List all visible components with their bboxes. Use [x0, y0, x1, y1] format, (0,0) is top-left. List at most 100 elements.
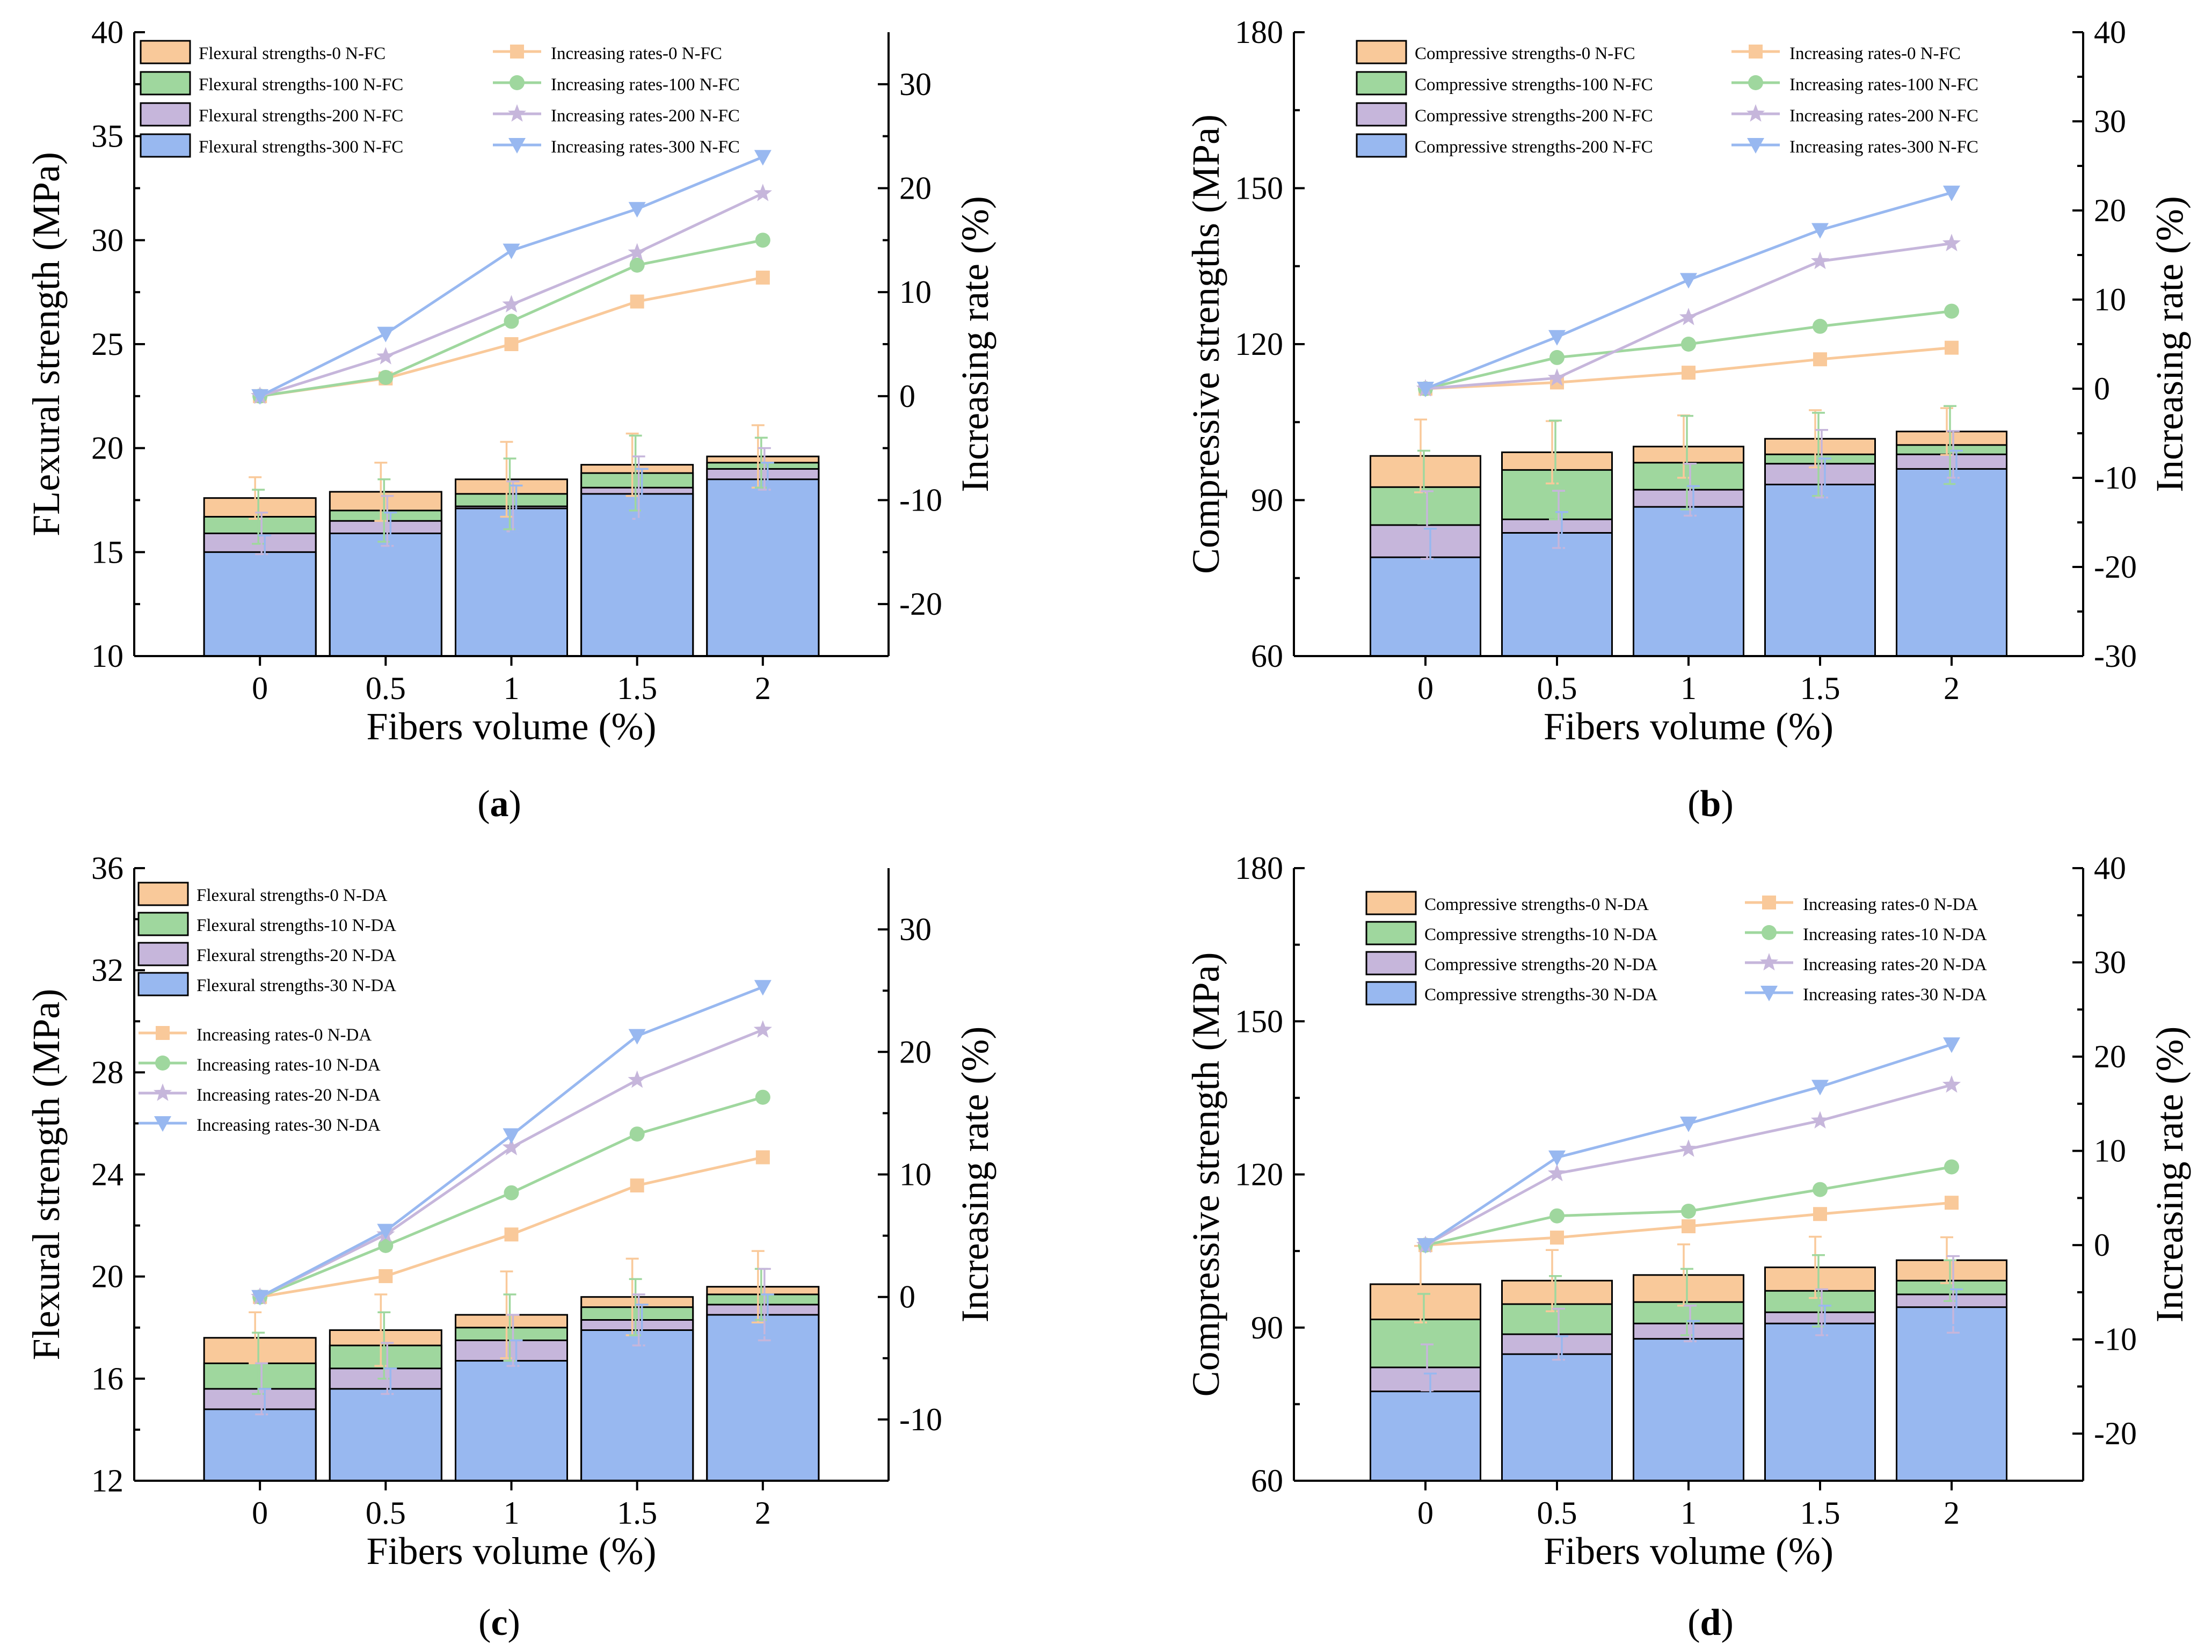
x-axis-title: Fibers volume (%): [1544, 1530, 1833, 1573]
legend-label: Increasing rates-20 N-DA: [1803, 955, 1987, 974]
right-tick-label: -10: [899, 1402, 942, 1437]
right-tick-label: 40: [2094, 850, 2126, 886]
bar-b-s3-c4: [1896, 468, 2007, 657]
error-bar-c-s2-c3: [632, 1293, 645, 1347]
legend-swatch: [1356, 40, 1407, 64]
point-b-s2-c3: [1810, 251, 1830, 270]
point-d-s1-c4: [1944, 1159, 1959, 1175]
error-bar-a-s3-c4: [761, 462, 774, 497]
point-a-s1-c2: [504, 314, 519, 329]
point-a-s2-c1: [376, 347, 395, 365]
right-tick-label: 0: [899, 379, 915, 414]
right-tick-label: 30: [2094, 945, 2126, 980]
x-axis-title: Fibers volume (%): [367, 705, 657, 748]
legend-swatch: [140, 102, 191, 127]
x-tick-label: 2: [1944, 1495, 1960, 1531]
chart-panel-c: 12 16 20 24 28 32 36 -10 0 10 20 30 0 0.5 1 1.5 2 Fibers …: [25, 850, 996, 1643]
error-bar-c-s0-c4: [751, 1250, 765, 1323]
x-tick-label: 1.5: [617, 671, 657, 706]
error-bar-a-s1-c4: [754, 436, 768, 489]
error-bar-b-s0-c3: [1809, 409, 1822, 469]
error-bar-b-s1-c1: [1549, 419, 1562, 521]
point-c-s1-c4: [755, 1089, 770, 1105]
point-b-s0-c4: [1945, 340, 1959, 355]
legend-label: Compressive strengths-10 N-DA: [1424, 925, 1658, 944]
error-bar-c-s3-c3: [635, 1304, 649, 1357]
legend-label: Flexural strengths-200 N-FC: [199, 106, 403, 126]
chart-panel-b: 60 90 120 150 180 -30 -20 -10 0 10 20 30 40 0 0.5 1 1.5 2…: [1184, 14, 2191, 825]
point-d-s3-c1: [1548, 1150, 1566, 1166]
error-bar-d-s2-c3: [1815, 1288, 1828, 1336]
legend-swatch: [140, 133, 191, 158]
point-d-s0-c4: [1945, 1196, 1959, 1210]
legend-marker: [507, 104, 527, 122]
error-bar-d-s3-c2: [1687, 1320, 1700, 1358]
legend-label: Increasing rates-100 N-FC: [551, 75, 740, 94]
point-b-s3-c4: [1943, 185, 1960, 201]
bar-b-s3-c0: [1370, 556, 1481, 657]
legend-label: Increasing rates-300 N-FC: [551, 137, 740, 157]
point-a-s1-c4: [755, 232, 770, 248]
point-b-s3-c0: [1417, 382, 1434, 397]
legend-marker: [1749, 45, 1763, 59]
point-a-s3-c0: [251, 389, 269, 405]
bar-d-s3-c1: [1501, 1353, 1613, 1482]
legend-label: Compressive strengths-30 N-DA: [1424, 985, 1658, 1005]
right-tick-label: 20: [899, 1034, 932, 1069]
left-tick-label: 20: [91, 1259, 123, 1294]
error-bar-b-s1-c2: [1680, 414, 1693, 511]
y-axis-title: Flexural strength (MPa): [25, 989, 68, 1360]
bar-c-s3-c2: [455, 1360, 568, 1482]
error-bar-a-s0-c2: [500, 441, 513, 518]
x-tick-label: 0: [252, 671, 268, 706]
point-d-s0-c1: [1550, 1231, 1564, 1245]
right-tick-label: 10: [899, 274, 932, 310]
legend-swatch: [140, 40, 191, 64]
right-tick-label: 20: [2094, 1039, 2126, 1074]
error-bar-c-s2-c4: [758, 1268, 771, 1342]
y-axis-title: FLexural strength (MPa): [25, 152, 68, 536]
error-bar-b-s2-c3: [1815, 429, 1828, 499]
point-a-s0-c3: [630, 294, 644, 309]
error-bar-a-s2-c0: [255, 511, 268, 555]
point-c-s0-c4: [755, 1150, 770, 1165]
x-tick-label: 1.5: [1800, 671, 1840, 706]
legend-marker: [1748, 75, 1763, 90]
legend-label: Flexural strengths-30 N-DA: [197, 976, 396, 995]
bar-b-s3-c2: [1633, 506, 1744, 657]
x-tick-label: 1.5: [617, 1495, 657, 1531]
error-bar-a-s3-c3: [635, 468, 649, 520]
legend-label: Compressive strengths-20 N-DA: [1424, 955, 1658, 974]
y2-axis-title: Increasing rate (%): [2148, 196, 2191, 492]
legend-marker: [1762, 925, 1777, 940]
legend-label: Compressive strengths-0 N-FC: [1415, 44, 1635, 63]
error-bar-d-s3-c3: [1818, 1305, 1831, 1343]
point-b-s3-c3: [1811, 223, 1829, 239]
legend-swatch: [1356, 71, 1407, 96]
legend-label: Increasing rates-10 N-DA: [1803, 925, 1987, 944]
error-bar-b-s3-c1: [1555, 511, 1568, 555]
point-d-s0-c2: [1682, 1219, 1696, 1234]
error-bar-a-s3-c2: [510, 484, 523, 533]
point-d-s1-c2: [1681, 1203, 1696, 1219]
legend-label: Compressive strengths-200 N-FC: [1415, 137, 1653, 157]
legend-label: Increasing rates-30 N-DA: [197, 1116, 381, 1135]
legend-marker: [1759, 953, 1779, 971]
bar-c-s3-c4: [706, 1314, 820, 1482]
legend-swatch: [1356, 133, 1407, 158]
legend-label: Increasing rates-0 N-FC: [1789, 44, 1961, 63]
point-d-s2-c3: [1810, 1111, 1830, 1129]
legend-label: Flexural strengths-0 N-FC: [199, 44, 385, 63]
legend-label: Compressive strengths-0 N-DA: [1424, 895, 1649, 914]
error-bar-d-s1-c3: [1812, 1254, 1825, 1328]
bar-a-s3-c0: [203, 551, 317, 657]
left-tick-label: 32: [91, 952, 123, 988]
bar-c-s3-c3: [580, 1329, 694, 1482]
right-tick-label: -20: [2094, 1416, 2137, 1451]
error-bar-d-s3-c1: [1555, 1335, 1568, 1373]
error-bar-d-s2-c2: [1684, 1305, 1697, 1343]
point-c-s3-c3: [628, 1029, 646, 1045]
error-bar-d-s0-c1: [1546, 1249, 1559, 1313]
left-tick-label: 28: [91, 1054, 123, 1090]
